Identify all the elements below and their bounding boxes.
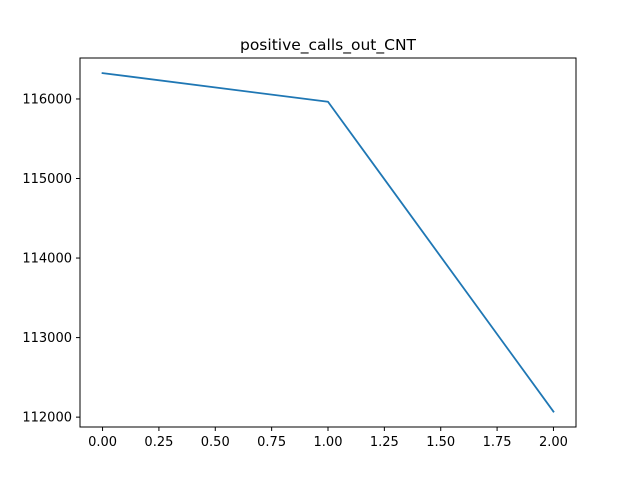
y-tick-label: 116000 [22, 92, 72, 107]
x-tick-label: 1.00 [314, 435, 343, 450]
x-tick-label: 0.00 [88, 435, 117, 450]
x-tick-label: 0.50 [201, 435, 230, 450]
y-tick-label: 115000 [22, 172, 72, 187]
x-tick-label: 0.75 [257, 435, 286, 450]
x-tick-label: 1.50 [426, 435, 455, 450]
y-tick-label: 113000 [22, 331, 72, 346]
y-tick-label: 114000 [22, 252, 72, 267]
x-tick-label: 1.75 [483, 435, 512, 450]
y-tick-label: 112000 [22, 411, 72, 426]
x-tick-label: 1.25 [370, 435, 399, 450]
y-axis: 112000 113000 114000 115000 116000 [22, 92, 80, 426]
x-tick-label: 0.25 [144, 435, 173, 450]
x-tick-label: 2.00 [539, 435, 568, 450]
series-line [101, 72, 555, 413]
plot-area [101, 72, 555, 413]
chart-title: positive_calls_out_CNT [240, 36, 417, 55]
x-axis: 0.00 0.25 0.50 0.75 1.00 1.25 1.50 1.75 2.00 [88, 427, 568, 450]
